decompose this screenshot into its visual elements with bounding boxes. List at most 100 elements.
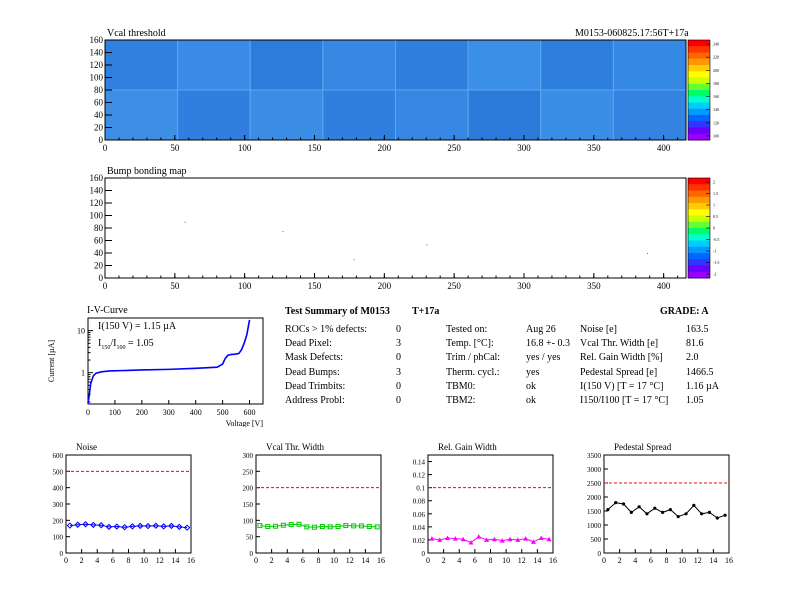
summary-label: Tested on: [446, 324, 488, 335]
dead-bump-point [646, 253, 649, 254]
palette-tick-label: 0 [713, 226, 715, 231]
data-point [476, 534, 482, 539]
x-tick-label: 0 [103, 143, 108, 153]
x-tick-label: 10 [502, 556, 510, 565]
palette-tick-label: 0.5 [713, 214, 718, 219]
y-tick-label: 500 [53, 468, 64, 476]
y-tick-label: 0.12 [413, 472, 426, 480]
roc-block [395, 39, 469, 91]
roc-block [177, 89, 251, 141]
data-point [484, 537, 490, 542]
data-point [273, 523, 279, 529]
bump-map-title: Bump bonding map [107, 166, 187, 177]
pedestal-spread-chart: Pedestal Spread 0 2 4 6 8 10 12 14 16 0 500 1000 1500… [587, 442, 733, 565]
x-tick-label: 200 [378, 281, 392, 291]
iv-x-tick-label: 500 [217, 408, 229, 417]
palette-cell [688, 259, 710, 266]
y-tick-label: 80 [94, 223, 104, 233]
x-tick-label: 6 [473, 556, 477, 565]
x-tick-label: 12 [346, 556, 354, 565]
summary-value: ok [526, 380, 536, 392]
summary-label: Dead Pixel: [285, 338, 332, 350]
data-point [614, 501, 618, 505]
vcal-map-title: Vcal threshold [107, 28, 166, 39]
iv-note-1: I(150 V) = 1.15 µA [98, 321, 177, 332]
data-point [499, 538, 505, 543]
data-point [265, 524, 271, 530]
x-tick-label: 14 [171, 556, 179, 565]
data-point [335, 524, 341, 530]
y-tick-label: 0.06 [413, 511, 426, 519]
data-point [304, 524, 310, 530]
y-tick-label: 300 [53, 501, 64, 509]
y-tick-label: 140 [90, 48, 104, 58]
x-tick-label: 250 [447, 281, 461, 291]
vcal-width-chart: Vcal Thr. Width 0 2 4 6 8 10 12 14 16 0 50 100 150 200… [243, 442, 386, 565]
iv-x-tick-label: 0 [86, 408, 90, 417]
chart-frame [255, 454, 382, 554]
x-tick-label: 14 [533, 556, 541, 565]
x-tick-label: 150 [308, 143, 322, 153]
summary-label: Dead Bumps: [285, 366, 340, 378]
roc-block [249, 89, 324, 141]
data-point [280, 522, 286, 528]
x-tick-label: 0 [103, 281, 108, 291]
summary-value: 2.0 [686, 352, 699, 364]
y-tick-label: 0.02 [413, 537, 426, 545]
roc-block [104, 89, 179, 141]
data-point [700, 512, 704, 516]
data-point [437, 537, 443, 542]
x-tick-label: 12 [518, 556, 526, 565]
data-point [692, 503, 696, 507]
y-tick-label: 60 [94, 98, 104, 108]
data-point [97, 522, 105, 529]
palette-tick-label: 240 [713, 42, 719, 47]
summary-value: 3 [396, 366, 401, 378]
summary-label: Address Probl: [285, 395, 345, 406]
palette-tick-label: 200 [713, 68, 719, 73]
y-tick-label: 0 [598, 550, 602, 558]
data-point [546, 536, 552, 542]
iv-title: I-V-Curve [87, 305, 128, 316]
summary-label: TBM2: [446, 395, 476, 406]
palette-cell [688, 196, 710, 204]
data-point [723, 513, 727, 517]
y-tick-label: 2500 [587, 480, 602, 488]
y-tick-label: 250 [243, 468, 254, 476]
y-tick-label: 20 [94, 123, 104, 133]
x-tick-label: 6 [111, 556, 115, 565]
palette-cell [688, 184, 710, 191]
data-point [183, 524, 191, 531]
dead-bump-point [426, 244, 428, 246]
x-tick-label: 300 [517, 281, 531, 291]
gain-width-chart: Rel. Gain Width 0 2 4 6 8 10 12 14 16 0 0.02 0.04 0.0… [413, 442, 557, 565]
module-id-label: M0153-060825.17:56T+17a [575, 28, 689, 39]
palette-cell [688, 190, 710, 198]
y-tick-label: 100 [90, 211, 104, 221]
palette-tick-label: 2 [713, 180, 715, 185]
palette-cell [688, 240, 710, 248]
summary-value: 81.6 [686, 338, 704, 350]
y-tick-label: 60 [94, 236, 104, 246]
summary-label: Temp. [°C]: [446, 338, 494, 350]
data-point [74, 521, 81, 528]
y-tick-label: 140 [90, 186, 104, 196]
x-tick-label: 0 [254, 556, 258, 565]
data-point [288, 522, 294, 528]
y-tick-label: 0.04 [413, 524, 426, 532]
palette-frame [687, 39, 711, 141]
data-point [715, 516, 719, 520]
x-tick-label: 50 [170, 143, 180, 153]
y-tick-label: 100 [90, 73, 104, 83]
roc-block [322, 89, 396, 141]
x-tick-label: 8 [317, 556, 321, 565]
x-tick-label: 12 [694, 556, 702, 565]
iv-plot-frame [87, 317, 264, 405]
palette-cell [688, 133, 710, 141]
y-tick-label: 100 [53, 534, 64, 542]
palette-cell [688, 102, 710, 110]
y-tick-label: 0 [60, 550, 64, 558]
y-tick-label: 160 [90, 173, 104, 183]
summary-label: Trim / phCal: [446, 352, 501, 364]
y-tick-label: 0.08 [413, 498, 426, 506]
